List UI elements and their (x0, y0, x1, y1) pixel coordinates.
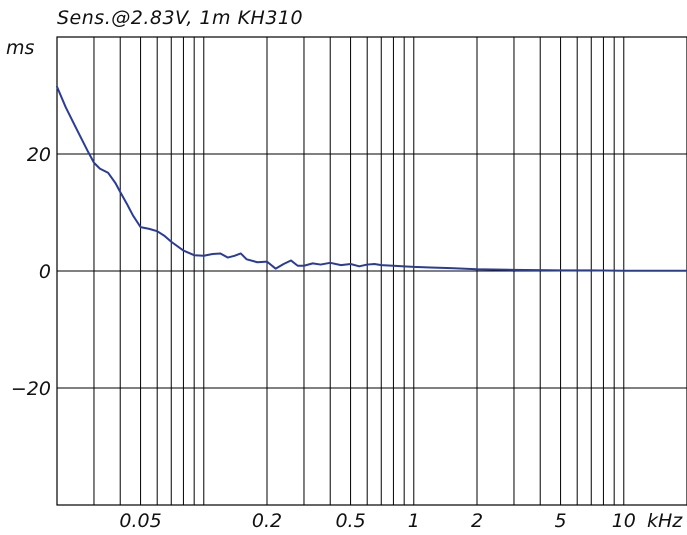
y-tick-labels: 20 0 −20 (11, 144, 51, 400)
x-axis-unit-label: kHz (647, 510, 683, 532)
y-axis-unit-label: ms (6, 37, 35, 59)
y-tick-label: 0 (39, 261, 51, 283)
series-line-0 (56, 85, 687, 272)
x-tick-label: 0.2 (252, 510, 282, 532)
x-tick-label: 1 (408, 510, 420, 532)
x-tick-label: 0.5 (335, 510, 365, 532)
x-tick-label: 0.05 (119, 510, 161, 532)
x-tick-label: 2 (471, 510, 483, 532)
y-tick-label: −20 (11, 378, 51, 400)
x-tick-labels: 0.05 0.2 0.5 1 2 5 10 (119, 510, 635, 532)
plot-frame (56, 36, 687, 506)
x-tick-label: 10 (612, 510, 636, 532)
chart-title: Sens.@2.83V, 1m KH310 (57, 7, 303, 29)
y-tick-label: 20 (27, 144, 51, 166)
series-group (56, 85, 687, 272)
x-tick-label: 5 (555, 510, 567, 532)
